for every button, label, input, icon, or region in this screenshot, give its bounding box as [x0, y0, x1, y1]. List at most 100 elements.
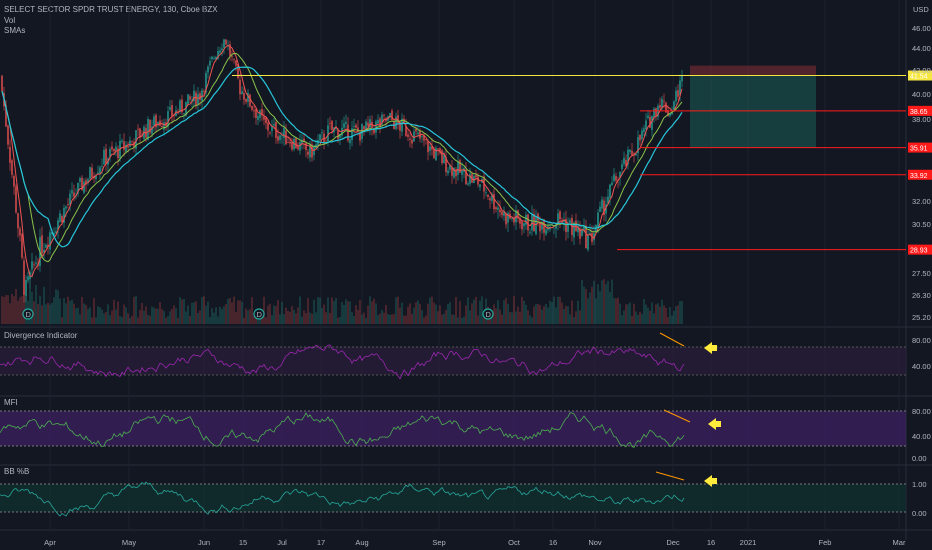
candle-body [279, 135, 281, 140]
volume-bar [639, 311, 641, 324]
time-axis[interactable]: Apr May Jun 15 Jul 17 Aug Sep Oct 16 Nov Dec 16 2021 F… [44, 538, 906, 547]
volume-bar [373, 298, 375, 324]
volume-bar [157, 308, 159, 324]
volume-bar [283, 314, 285, 324]
volume-bar [43, 286, 45, 324]
sma-label: SMAs [4, 26, 25, 35]
price-tag-bg [908, 105, 932, 116]
candle-body [137, 128, 139, 130]
candle-body [443, 154, 445, 164]
price-tick-label: 27.50 [912, 269, 931, 278]
candle-body [253, 110, 255, 112]
volume-bar [605, 284, 607, 324]
volume-bar [197, 312, 199, 324]
candle-body [347, 124, 349, 141]
candle-body [103, 149, 105, 165]
candle-body [411, 139, 413, 144]
candle-body [567, 224, 569, 232]
candle-body [161, 125, 163, 127]
indicator-tick-label: 40.00 [912, 432, 931, 441]
volume-bar [23, 291, 25, 324]
volume-bar [317, 297, 319, 324]
volume-bar [415, 302, 417, 324]
candle-body [417, 132, 419, 135]
candle-body [357, 127, 359, 132]
volume-bar [443, 313, 445, 324]
candle-body [65, 206, 67, 209]
volume-bar [581, 279, 583, 324]
volume-bar [551, 301, 553, 324]
candle-body [231, 56, 233, 57]
volume-bar [161, 309, 163, 324]
volume-bar [381, 309, 383, 324]
volume-bar [659, 306, 661, 324]
volume-bar [513, 296, 515, 324]
candle-body [375, 121, 377, 133]
volume-bar [309, 312, 311, 324]
price-tick-label: 40.00 [912, 90, 931, 99]
volume-bar [285, 307, 287, 324]
horizontal-levels[interactable] [232, 75, 906, 251]
volume-bar [363, 312, 365, 324]
price-tick-label: 42.00 [912, 66, 931, 75]
candle-body [379, 118, 381, 126]
volume-bar [71, 299, 73, 324]
volume-bar [591, 286, 593, 324]
volume-bar [269, 303, 271, 324]
candle-body [17, 213, 19, 229]
volume-bar [677, 305, 679, 324]
price-tag-bg [908, 70, 932, 81]
candle-body [399, 121, 401, 131]
candle-body [197, 94, 199, 105]
volume-bar [483, 317, 485, 324]
position-box [690, 65, 816, 148]
volume-bar [577, 300, 579, 324]
volume-bar [319, 297, 321, 324]
volume-bar [79, 314, 81, 324]
candle-body [611, 182, 613, 185]
time-tick-label: Aug [355, 538, 368, 547]
volume-bar [535, 304, 537, 324]
candle-body [507, 212, 509, 223]
sma-slow-line [1, 66, 683, 248]
volume-bar [419, 303, 421, 324]
volume-bar [281, 301, 283, 324]
candle-body [601, 199, 603, 209]
candle-body [585, 225, 587, 249]
candle-body [469, 173, 471, 184]
volume-bar [601, 280, 603, 324]
price-axis[interactable]: 25.20 26.30 27.50 28.93 30.50 32.00 33.92 35.91… [908, 24, 932, 518]
volume-bar [1, 296, 3, 324]
volume-bar [445, 309, 447, 324]
time-tick-label: Jul [277, 538, 287, 547]
candle-body [61, 215, 63, 223]
volume-bar [327, 297, 329, 324]
candle-body [521, 221, 523, 230]
candle-body [667, 110, 669, 116]
candle-body [273, 123, 275, 126]
candle-body [263, 116, 265, 120]
candle-body [51, 232, 53, 235]
volume-bar [493, 304, 495, 324]
volume-bar [117, 301, 119, 324]
volume-bar [611, 279, 613, 324]
candle-body [321, 132, 323, 133]
candle-body [367, 122, 369, 126]
volume-bar [97, 306, 99, 324]
candle-body [587, 234, 589, 250]
volume-bar [491, 313, 493, 324]
volume-bar [367, 305, 369, 324]
volume-bar [453, 314, 455, 324]
volume-bar [645, 304, 647, 324]
volume-bar [447, 303, 449, 324]
volume-bar [477, 315, 479, 324]
volume-bar [437, 311, 439, 324]
candle-body [353, 126, 355, 128]
candle-body [35, 262, 37, 264]
volume-bar [323, 304, 325, 324]
volume-bar [547, 307, 549, 324]
time-tick-label: Dec [666, 538, 680, 547]
candle-body [519, 218, 521, 224]
